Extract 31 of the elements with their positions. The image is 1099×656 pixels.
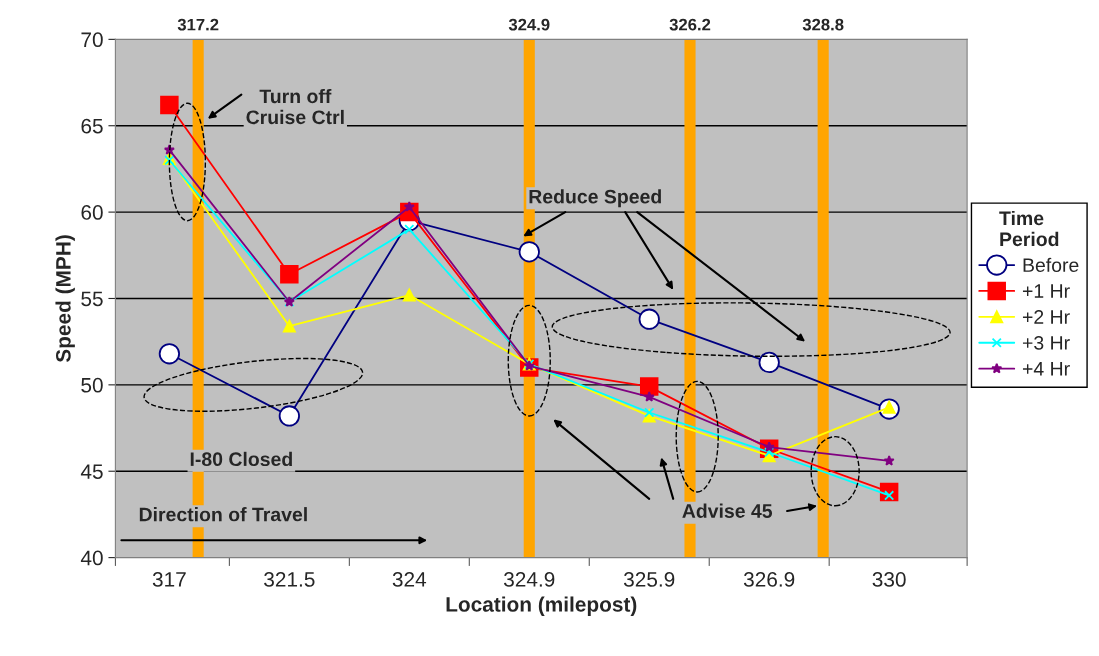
- annotation: Reduce Speed: [529, 189, 661, 208]
- y-tick-label: 60: [81, 205, 103, 220]
- annotation: Direction of Travel: [139, 507, 307, 522]
- x-tick-label: 321.5: [264, 572, 315, 587]
- y-tick-label: 65: [81, 118, 103, 134]
- x-tick-label: 317: [152, 572, 186, 587]
- y-tick-label: 50: [81, 377, 103, 393]
- text: 328.8: [802, 18, 844, 31]
- legend-label: +3 Hr: [1022, 335, 1070, 350]
- x-tick-label: 324: [392, 572, 427, 587]
- text: 317.2: [177, 18, 219, 31]
- y-tick-label: 55: [81, 291, 103, 307]
- y-tick-label: 70: [81, 32, 103, 48]
- legend-label: +4 Hr: [1022, 362, 1070, 376]
- legend-label: +1 Hr: [1022, 284, 1070, 298]
- legend-label: +2 Hr: [1022, 310, 1070, 324]
- x-tick-label: 324.9: [503, 572, 555, 587]
- x-tick-label: 325.9: [623, 572, 675, 587]
- x-axis-title: Location (milepost): [446, 596, 637, 616]
- y-tick-label: 45: [80, 464, 103, 479]
- x-tick-label: 330: [872, 572, 906, 587]
- y-axis-title: Speed (MPH): [55, 235, 75, 363]
- annotation: Turn off Cruise Ctrl: [246, 88, 344, 125]
- annotation: I-80 Closed: [190, 451, 292, 467]
- legend-title: Time Period: [999, 210, 1059, 247]
- annotation: Advise 45: [682, 503, 773, 518]
- x-tick-label: 326.9: [743, 572, 795, 587]
- text: 326.2: [669, 18, 711, 31]
- ref-line-label: 324.9: [508, 18, 550, 31]
- y-tick-label: 40: [80, 550, 103, 566]
- legend-label: Before: [1023, 257, 1079, 273]
